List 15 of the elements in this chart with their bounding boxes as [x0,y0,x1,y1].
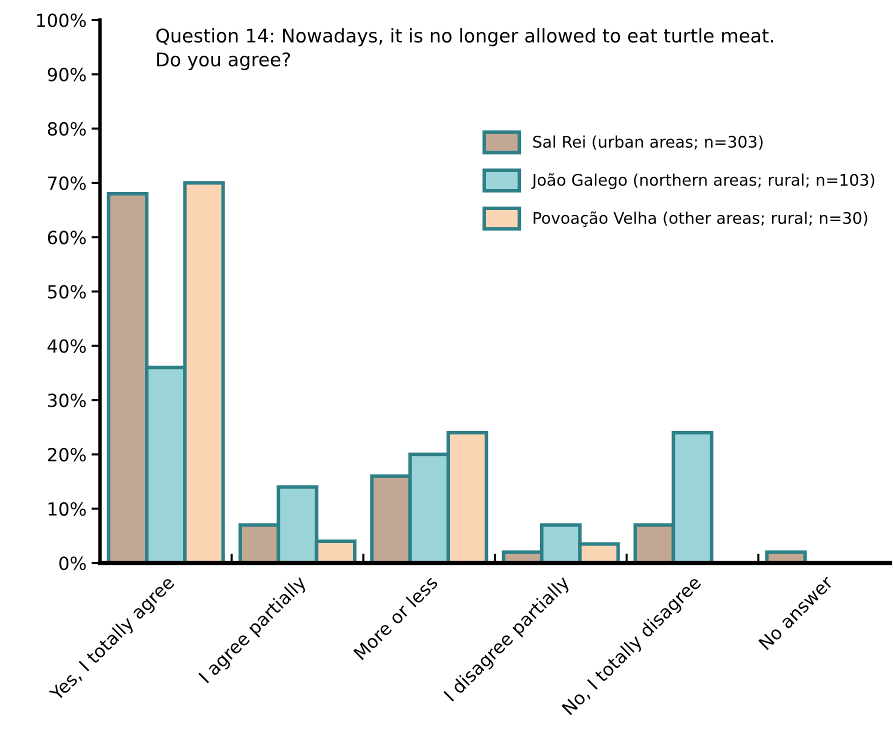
text: Question 14: Nowadays, it is no longer allowed to eat turtle meat. Do you agree? [156,28,774,70]
y-tick-label: 30% [48,394,86,408]
y-tick-label: 20% [48,448,86,462]
legend-label: Povoação Velha (other areas; rural; n=30) [534,211,868,227]
y-tick-label: 0% [59,556,86,570]
y-tick-label: 10% [48,502,86,516]
y-tick-label: 40% [48,339,86,353]
legend-label: João Galego (northern areas; rural; n=103) [531,173,874,190]
y-tick-label: 50% [48,284,86,299]
y-tick-label: 100% [37,13,86,28]
y-tick-label: 80% [48,122,86,136]
y-tick-label: 60% [48,230,86,244]
y-tick-label: 70% [48,176,86,190]
y-tick-label: 90% [48,68,86,82]
legend-label: Sal Rei (urban areas; n=303) [533,135,763,150]
